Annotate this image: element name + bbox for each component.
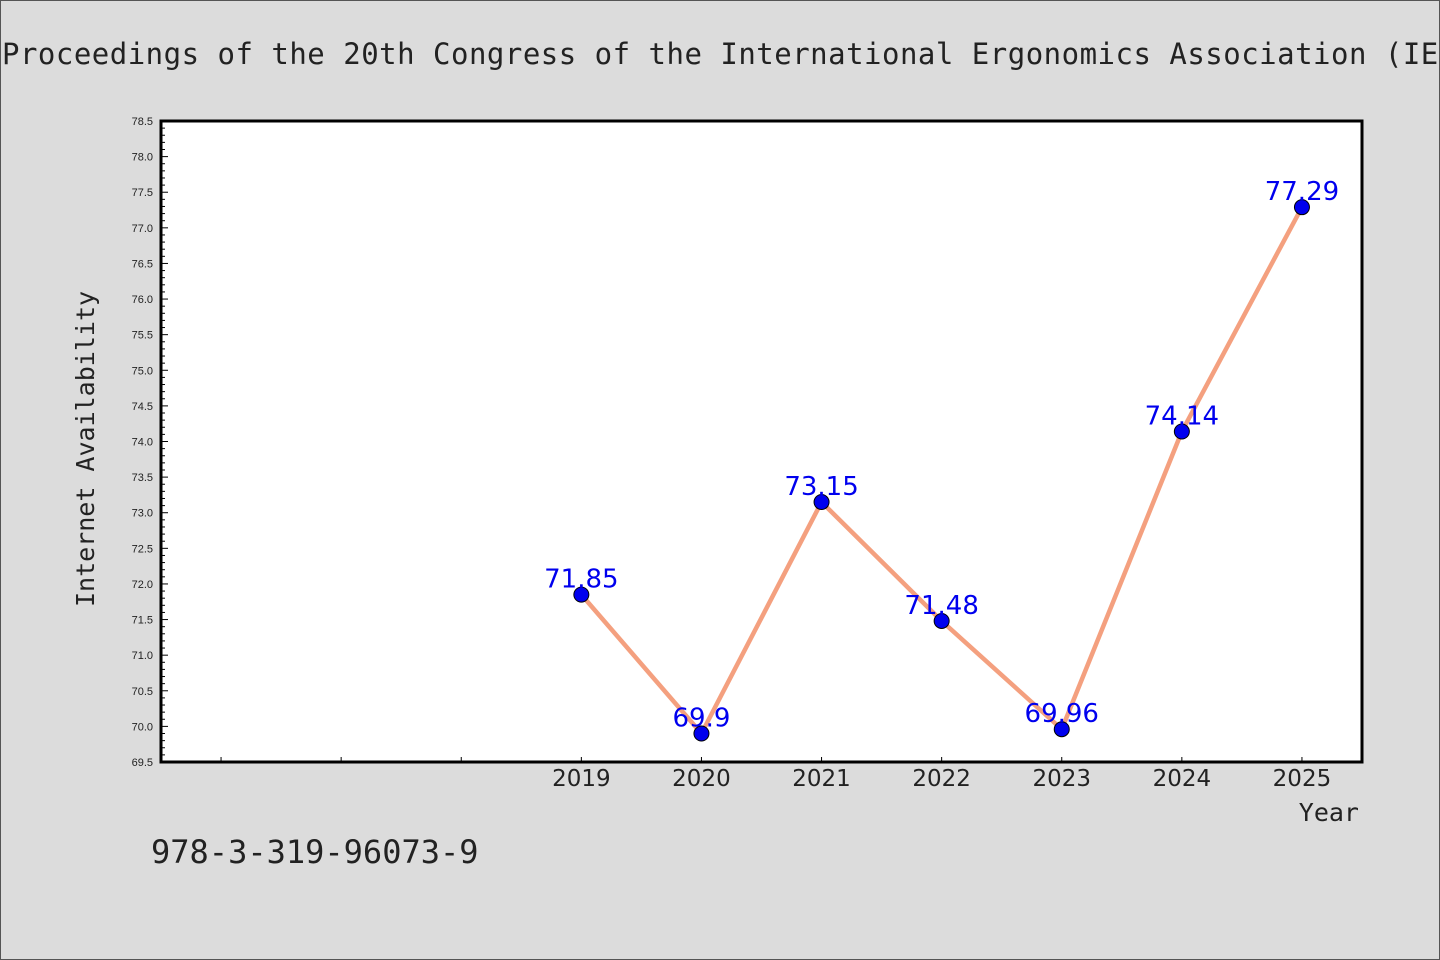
y-tick-label: 73.0 bbox=[132, 508, 153, 520]
x-axis-title: Year bbox=[1299, 798, 1359, 827]
data-label: 71.85 bbox=[544, 565, 618, 595]
y-tick-label: 71.5 bbox=[132, 615, 153, 627]
series-line-group bbox=[573, 199, 1310, 742]
y-axis: 69.5 70.0 70.5 71.0 71.5 72.0 72.5 73.0 73.5 74.0… bbox=[132, 116, 168, 769]
y-tick-label: 76.0 bbox=[132, 294, 153, 306]
data-point bbox=[1293, 199, 1310, 216]
x-axis: 2019 2020 2021 2022 2023 2024 2025 bbox=[220, 757, 1332, 792]
x-tick-label: 2019 bbox=[552, 766, 611, 792]
y-tick-label: 75.5 bbox=[132, 330, 153, 342]
data-point bbox=[1173, 423, 1190, 440]
data-labels-group: 71.85 69.9 73.15 71.48 69.96 74.14 77.29 bbox=[544, 177, 1339, 733]
x-tick-label: 2021 bbox=[792, 766, 851, 792]
data-point bbox=[573, 586, 590, 603]
y-tick-label: 75.0 bbox=[132, 365, 153, 377]
data-label: 69.96 bbox=[1025, 699, 1099, 729]
isbn-note: 978-3-319-96073-9 bbox=[151, 833, 479, 871]
y-tick-label: 74.0 bbox=[132, 437, 153, 449]
data-label: 71.48 bbox=[904, 591, 978, 621]
data-point bbox=[813, 494, 830, 511]
y-tick-label: 77.5 bbox=[132, 187, 153, 199]
y-tick-label: 73.5 bbox=[132, 472, 153, 484]
x-tick-label: 2025 bbox=[1273, 766, 1332, 792]
x-tick-label: 2023 bbox=[1032, 766, 1091, 792]
y-tick-label: 72.5 bbox=[132, 543, 153, 555]
y-tick-label: 78.0 bbox=[132, 152, 153, 164]
y-tick-label: 71.0 bbox=[132, 650, 153, 662]
plot-area bbox=[159, 119, 1364, 764]
y-tick-label: 70.0 bbox=[132, 721, 153, 733]
x-tick-label: 2020 bbox=[672, 766, 731, 792]
x-tick-label: 2024 bbox=[1153, 766, 1212, 792]
y-tick-label: 76.5 bbox=[132, 258, 153, 270]
x-tick-label: 2022 bbox=[912, 766, 971, 792]
data-label: 69.9 bbox=[673, 704, 731, 734]
page-title: Proceedings of the 20th Congress of the … bbox=[2, 37, 1439, 71]
y-tick-label: 74.5 bbox=[132, 401, 153, 413]
data-point bbox=[933, 612, 950, 629]
data-label: 73.15 bbox=[784, 472, 858, 502]
y-tick-label: 70.5 bbox=[132, 686, 153, 698]
y-tick-label: 77.0 bbox=[132, 223, 153, 235]
data-label: 77.29 bbox=[1265, 177, 1339, 207]
y-axis-title: Internet Availability bbox=[71, 291, 100, 607]
y-tick-label: 69.5 bbox=[132, 757, 153, 769]
data-label: 74.14 bbox=[1145, 402, 1219, 432]
data-point bbox=[1053, 721, 1070, 738]
y-tick-label: 78.5 bbox=[132, 116, 153, 128]
y-tick-label: 72.0 bbox=[132, 579, 153, 591]
data-point bbox=[693, 725, 710, 742]
